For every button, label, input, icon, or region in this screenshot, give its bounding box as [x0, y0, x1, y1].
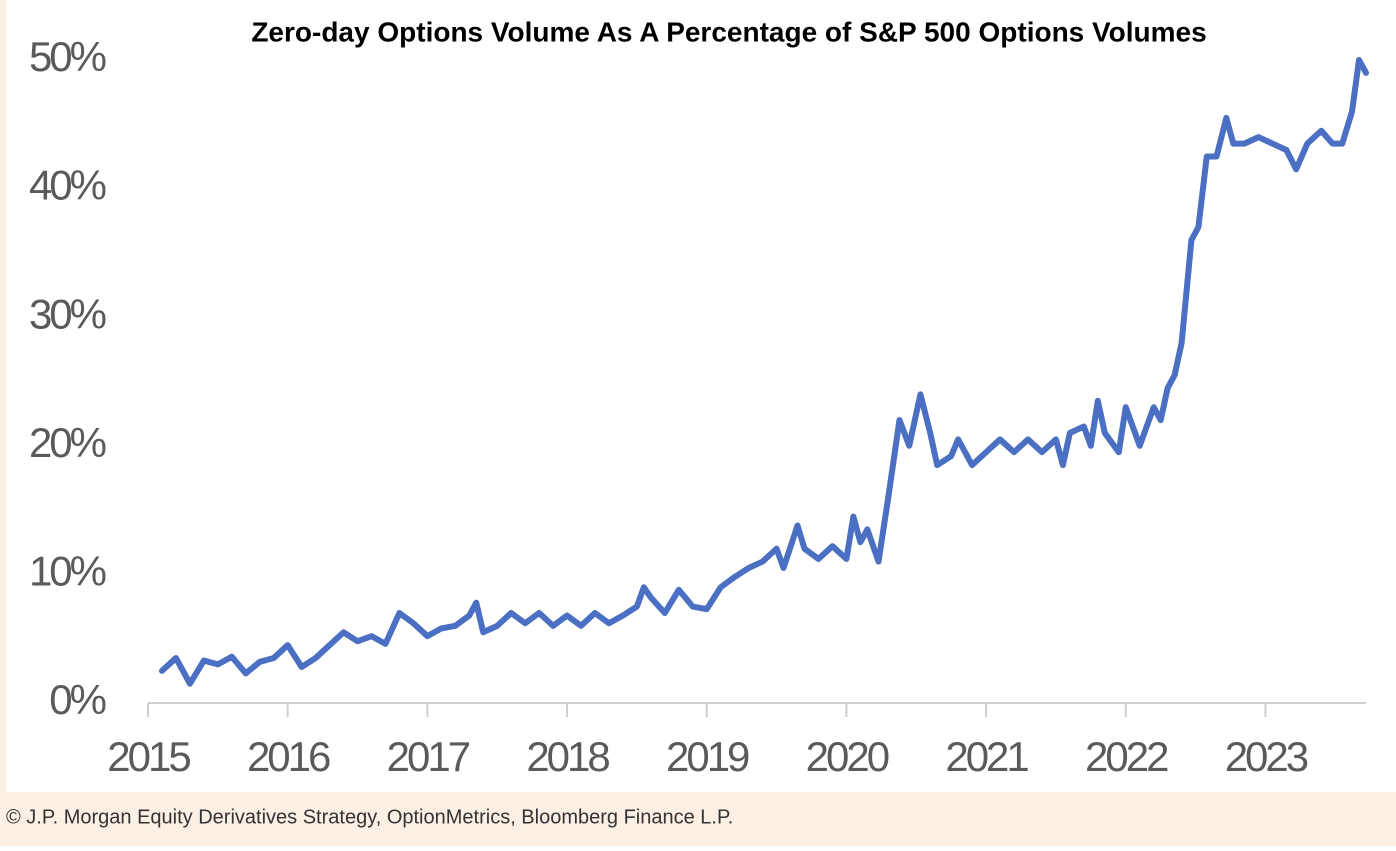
- chart-title: Zero-day Options Volume As A Percentage …: [251, 16, 1206, 47]
- source: © J.P. Morgan Equity Derivatives Strateg…: [6, 806, 733, 828]
- x-tick-label: 2018: [526, 733, 609, 780]
- x-tick-label: 2022: [1085, 733, 1168, 780]
- left-band: [0, 0, 6, 846]
- y-tick-label: 20%: [29, 419, 106, 466]
- footer-band: [0, 792, 1396, 846]
- data-line: [158, 57, 1369, 687]
- x-tick-label: 2020: [806, 733, 889, 780]
- x-tick-label: 2019: [666, 733, 749, 780]
- x-tick-label: 2015: [107, 733, 190, 780]
- x-tick-label: 2016: [247, 733, 330, 780]
- y-tick-label: 50%: [29, 33, 106, 80]
- y-tick-label: 40%: [29, 162, 106, 209]
- y-tick-label: 10%: [29, 547, 106, 594]
- y-tick-label: 30%: [29, 290, 106, 337]
- x-tick-label: 2021: [945, 733, 1028, 780]
- x-tick-label: 2017: [387, 733, 470, 780]
- x-tick-label: 2023: [1225, 733, 1308, 780]
- y-tick-label: 0%: [49, 676, 105, 723]
